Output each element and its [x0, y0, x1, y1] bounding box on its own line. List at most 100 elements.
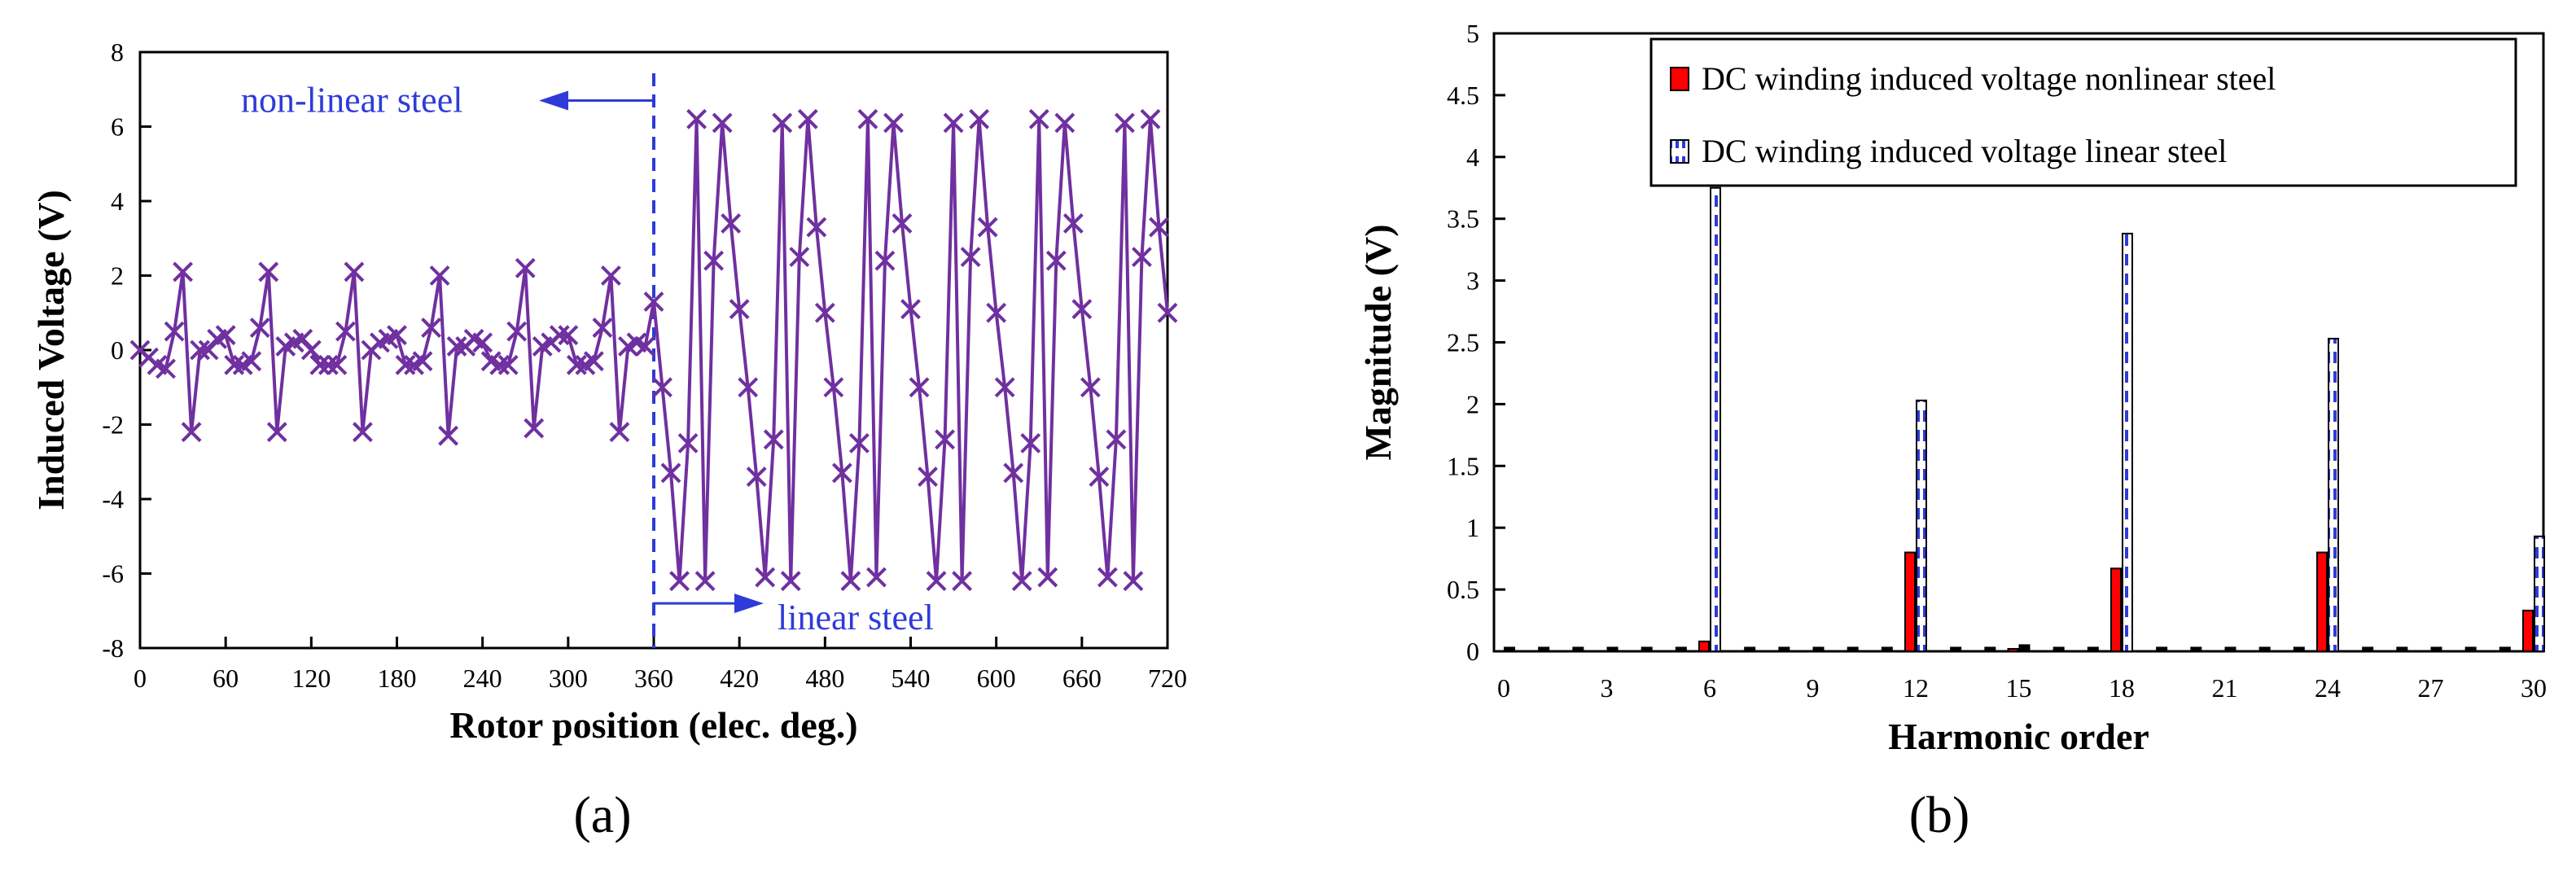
y-tick-label: -2	[102, 410, 124, 440]
annotation-nonlinear: non-linear steel	[241, 80, 462, 120]
x-tick-label: 18	[2109, 673, 2135, 703]
x-tick-label: 0	[134, 664, 147, 693]
data-point	[729, 299, 750, 320]
data-point	[960, 247, 981, 268]
data-point	[609, 422, 630, 443]
data-point	[1062, 213, 1084, 234]
x-tick-label: 120	[291, 664, 331, 693]
x-tick-label: 21	[2212, 673, 2238, 703]
data-point	[1080, 377, 1101, 398]
bar-linear	[2224, 646, 2236, 652]
bar-linear	[1710, 186, 1721, 652]
data-point	[181, 422, 202, 443]
data-point	[1003, 462, 1024, 484]
chart-b: 0 0.5 1 1.5 2 2.5 3 3.5 4 4.5 5 0 3 6 9 12 15 18 21 24 27 30 H…	[1357, 19, 2547, 757]
data-point	[669, 571, 690, 592]
data-point	[156, 358, 176, 379]
legend-swatch-nonlinear	[1670, 67, 1689, 91]
data-point	[198, 339, 219, 361]
data-point	[1037, 567, 1058, 588]
bar-linear	[1572, 646, 1584, 652]
bar-linear	[2430, 646, 2442, 652]
bar-linear	[1812, 646, 1825, 652]
data-point	[652, 377, 672, 398]
data-point	[190, 339, 211, 361]
legend-label-nonlinear: DC winding induced voltage nonlinear ste…	[1702, 60, 2276, 97]
data-point	[1020, 432, 1041, 453]
data-point	[412, 351, 433, 372]
data-point	[583, 351, 604, 372]
bar-linear	[2018, 644, 2031, 652]
data-point	[686, 108, 707, 129]
x-tick-label: 30	[2521, 673, 2547, 703]
data-point	[1140, 108, 1161, 129]
data-point	[515, 257, 536, 278]
data-point	[926, 571, 947, 592]
data-point	[309, 354, 331, 375]
x-axis-title: Rotor position (elec. deg.)	[449, 704, 857, 746]
y-tick-label: 2.5	[1447, 328, 1479, 357]
y-axis-title: Induced Voltage (V)	[30, 190, 72, 510]
bar-linear	[1744, 646, 1756, 652]
data-point	[592, 318, 613, 338]
data-point	[506, 321, 528, 342]
data-point	[164, 321, 185, 342]
bar-linear	[2362, 646, 2374, 652]
data-point	[840, 571, 861, 592]
data-point	[429, 265, 450, 286]
data-point	[353, 422, 373, 443]
y-tick-label: 0.5	[1447, 575, 1479, 604]
x-tick-label: 600	[977, 664, 1016, 693]
bar-nonlinear	[2522, 609, 2534, 653]
x-tick-label: 540	[892, 664, 931, 693]
y-tick-label: -6	[102, 559, 124, 589]
data-point	[1123, 571, 1144, 592]
y-tick-label: 0	[111, 335, 124, 365]
bar-linear	[2052, 646, 2065, 652]
bar-linear	[2258, 646, 2271, 652]
data-point	[814, 302, 835, 323]
data-point	[1045, 250, 1067, 271]
data-point	[241, 351, 262, 372]
data-point	[266, 422, 287, 443]
data-point	[1071, 299, 1093, 320]
right-arrow-head	[734, 593, 764, 614]
data-point	[977, 217, 998, 238]
data-point	[1011, 571, 1032, 592]
data-point	[635, 336, 655, 357]
data-point	[224, 354, 245, 375]
y-tick-label: 3	[1466, 266, 1479, 296]
data-point	[395, 354, 416, 375]
data-point	[746, 466, 767, 487]
y-axis-title: Magnitude (V)	[1357, 224, 1399, 460]
x-tick-label: 420	[720, 664, 759, 693]
data-point	[173, 261, 193, 283]
data-point	[258, 261, 279, 283]
y-tick-label: 1.5	[1447, 451, 1479, 480]
x-tick-label: 27	[2418, 673, 2444, 703]
data-point	[935, 429, 955, 450]
x-tick-label: 720	[1148, 664, 1187, 693]
bar-linear	[1847, 646, 1859, 652]
bar-linear	[1641, 646, 1653, 652]
data-point	[601, 265, 621, 286]
bar-linear	[1984, 646, 1996, 652]
legend: DC winding induced voltage nonlinear ste…	[1649, 37, 2517, 187]
bar-linear	[2396, 646, 2408, 652]
data-point	[703, 250, 725, 271]
bar-linear	[1881, 646, 1893, 652]
data-point	[489, 354, 510, 375]
data-point	[909, 377, 930, 398]
data-point	[952, 571, 973, 592]
x-tick-label: 300	[549, 664, 588, 693]
x-tick-label: 0	[1497, 673, 1510, 703]
bar-linear	[1778, 646, 1790, 652]
data-point	[446, 336, 467, 357]
data-point	[249, 318, 270, 338]
data-point	[892, 213, 913, 234]
data-point	[694, 571, 716, 592]
panel-label-a: (a)	[573, 786, 631, 843]
data-point	[1054, 112, 1076, 134]
data-point	[677, 432, 699, 453]
